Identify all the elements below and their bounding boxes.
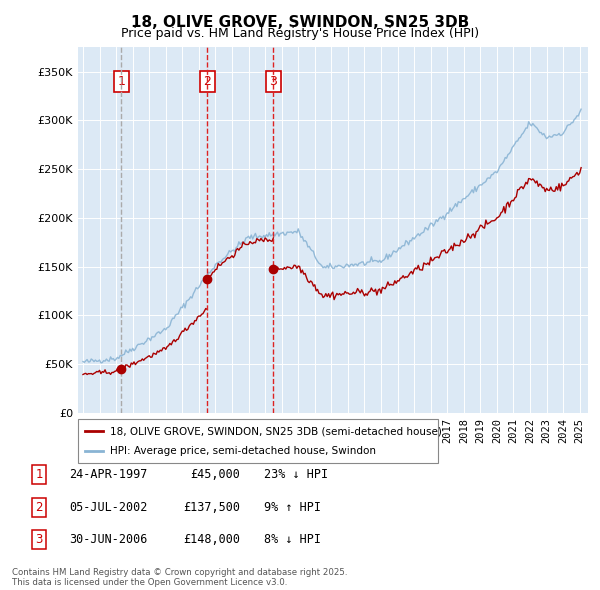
Text: Contains HM Land Registry data © Crown copyright and database right 2025.
This d: Contains HM Land Registry data © Crown c… — [12, 568, 347, 587]
Text: 24-APR-1997: 24-APR-1997 — [69, 468, 148, 481]
FancyBboxPatch shape — [78, 419, 438, 463]
Text: 05-JUL-2002: 05-JUL-2002 — [69, 501, 148, 514]
Text: 3: 3 — [269, 75, 277, 88]
Text: Price paid vs. HM Land Registry's House Price Index (HPI): Price paid vs. HM Land Registry's House … — [121, 27, 479, 40]
Text: £148,000: £148,000 — [183, 533, 240, 546]
Text: 2: 2 — [203, 75, 211, 88]
Text: 23% ↓ HPI: 23% ↓ HPI — [264, 468, 328, 481]
Text: HPI: Average price, semi-detached house, Swindon: HPI: Average price, semi-detached house,… — [110, 446, 376, 455]
Text: 3: 3 — [35, 533, 43, 546]
Text: 1: 1 — [35, 468, 43, 481]
Text: £137,500: £137,500 — [183, 501, 240, 514]
Text: 18, OLIVE GROVE, SWINDON, SN25 3DB (semi-detached house): 18, OLIVE GROVE, SWINDON, SN25 3DB (semi… — [110, 427, 442, 436]
Text: £45,000: £45,000 — [190, 468, 240, 481]
Text: 2: 2 — [35, 501, 43, 514]
Text: 18, OLIVE GROVE, SWINDON, SN25 3DB: 18, OLIVE GROVE, SWINDON, SN25 3DB — [131, 15, 469, 30]
Text: 30-JUN-2006: 30-JUN-2006 — [69, 533, 148, 546]
Text: 1: 1 — [117, 75, 125, 88]
Text: 9% ↑ HPI: 9% ↑ HPI — [264, 501, 321, 514]
Text: 8% ↓ HPI: 8% ↓ HPI — [264, 533, 321, 546]
